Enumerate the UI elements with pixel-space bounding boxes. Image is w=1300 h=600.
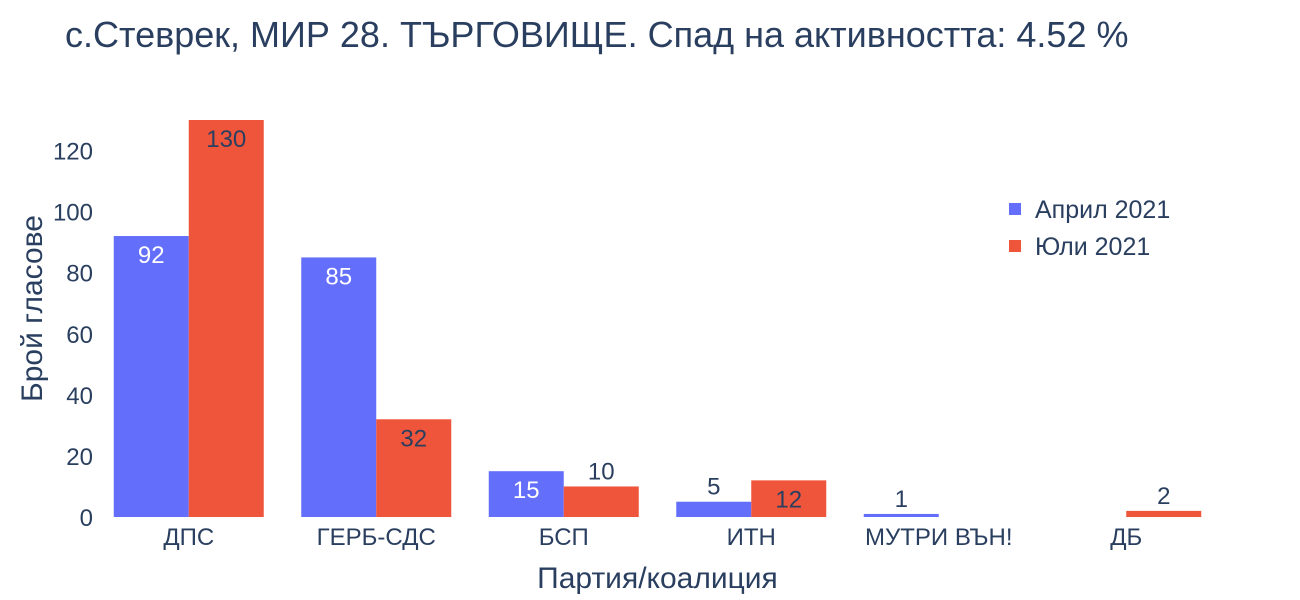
y-axis-title: Брой гласове bbox=[16, 215, 49, 402]
chart-title: с.Стеврек, МИР 28. ТЪРГОВИЩЕ. Спад на ак… bbox=[65, 14, 1129, 55]
data-labels-layer: 92 85 15 5 1 130 32 10 12 2 bbox=[138, 126, 1171, 513]
data-label: 12 bbox=[775, 486, 802, 513]
legend-swatch bbox=[1009, 240, 1021, 252]
legend-swatch bbox=[1009, 203, 1021, 215]
bar-ДБ-Юли 2021 bbox=[1126, 510, 1202, 517]
bar-МУТРИ ВЪН!-Април 2021 bbox=[863, 513, 939, 517]
legend-label: Юли 2021 bbox=[1035, 233, 1150, 261]
bar-ДПС-Юли 2021 bbox=[188, 120, 264, 517]
y-tick-label: 120 bbox=[53, 139, 93, 166]
data-label: 15 bbox=[513, 477, 540, 504]
bar-ДПС-Април 2021 bbox=[113, 236, 189, 518]
x-tick-label: ДПС bbox=[163, 524, 214, 551]
y-tick-label: 40 bbox=[66, 383, 93, 410]
data-label: 1 bbox=[895, 486, 908, 513]
data-label: 5 bbox=[707, 474, 720, 501]
bar-ГЕРБ-СДС-Април 2021 bbox=[301, 257, 377, 517]
y-tick-label: 100 bbox=[53, 200, 93, 227]
bar-БСП-Юли 2021 bbox=[563, 486, 639, 517]
x-axis-ticks: ДПС ГЕРБ-СДС БСП ИТН МУТРИ ВЪН! ДБ bbox=[163, 524, 1142, 551]
legend: Април 2021 Юли 2021 bbox=[1009, 196, 1170, 261]
y-tick-label: 80 bbox=[66, 261, 93, 288]
data-label: 85 bbox=[325, 263, 352, 290]
data-label: 2 bbox=[1157, 483, 1170, 510]
y-tick-label: 20 bbox=[66, 444, 93, 471]
x-tick-label: ДБ bbox=[1110, 524, 1142, 551]
data-label: 10 bbox=[588, 458, 615, 485]
bars-layer bbox=[113, 120, 1202, 518]
x-tick-label: ГЕРБ-СДС bbox=[317, 524, 436, 551]
data-label: 92 bbox=[138, 242, 165, 269]
bar-ГЕРБ-СДС-Юли 2021 bbox=[376, 419, 452, 517]
bar-ИТН-Април 2021 bbox=[676, 501, 752, 517]
data-label: 130 bbox=[206, 126, 246, 153]
y-tick-label: 60 bbox=[66, 322, 93, 349]
x-tick-label: МУТРИ ВЪН! bbox=[865, 524, 1012, 551]
legend-label: Април 2021 bbox=[1035, 196, 1170, 224]
y-tick-label: 0 bbox=[80, 505, 93, 532]
data-label: 32 bbox=[400, 425, 427, 452]
y-axis-ticks: 0 20 40 60 80 100 120 bbox=[53, 139, 93, 532]
bar-ИТН-Юли 2021 bbox=[751, 480, 827, 517]
x-axis-title: Партия/коалиция bbox=[537, 562, 778, 595]
x-tick-label: ИТН bbox=[727, 524, 776, 551]
x-tick-label: БСП bbox=[539, 524, 589, 551]
bar-БСП-Април 2021 bbox=[488, 471, 564, 517]
